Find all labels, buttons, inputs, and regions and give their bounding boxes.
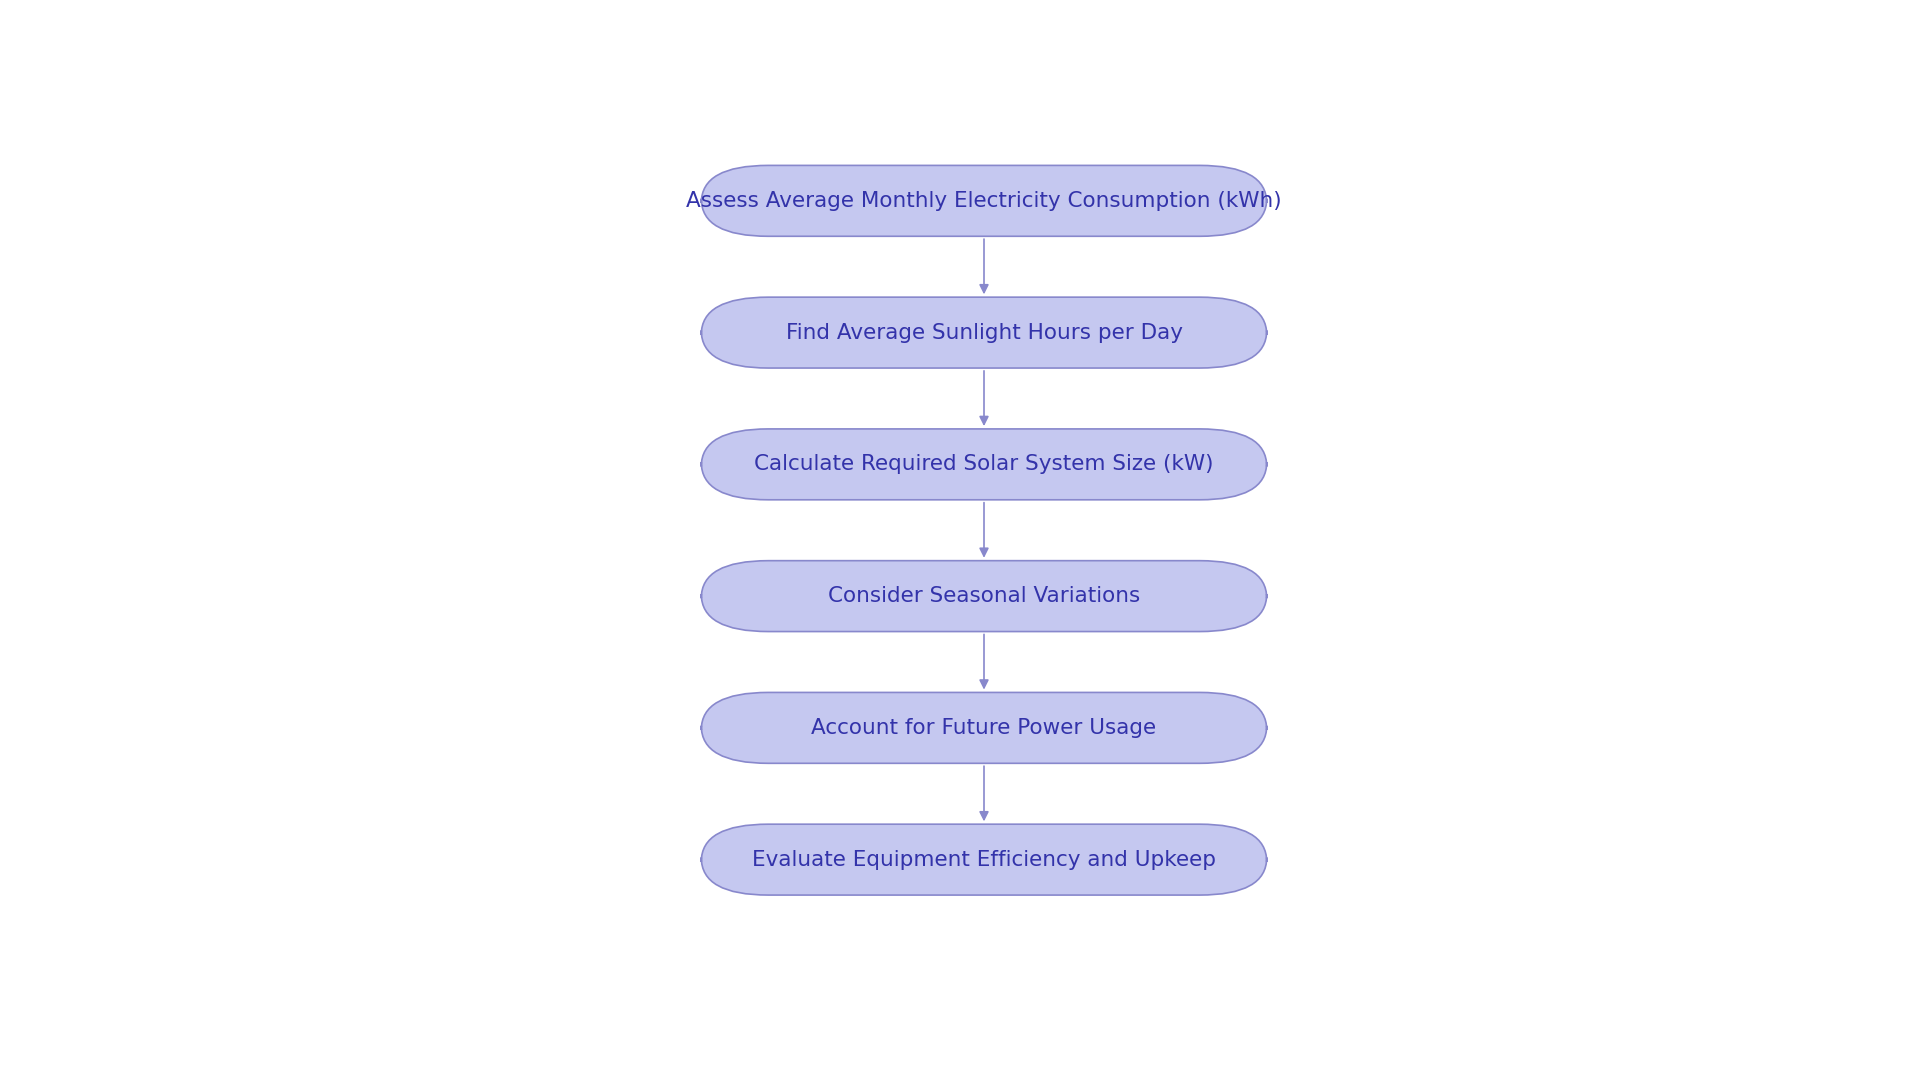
Text: Evaluate Equipment Efficiency and Upkeep: Evaluate Equipment Efficiency and Upkeep [753, 850, 1215, 870]
FancyBboxPatch shape [701, 824, 1267, 895]
Text: Calculate Required Solar System Size (kW): Calculate Required Solar System Size (kW… [755, 455, 1213, 474]
Text: Assess Average Monthly Electricity Consumption (kWh): Assess Average Monthly Electricity Consu… [685, 191, 1283, 211]
Text: Find Average Sunlight Hours per Day: Find Average Sunlight Hours per Day [785, 323, 1183, 342]
FancyBboxPatch shape [701, 297, 1267, 368]
FancyBboxPatch shape [701, 692, 1267, 764]
Text: Consider Seasonal Variations: Consider Seasonal Variations [828, 586, 1140, 606]
Text: Account for Future Power Usage: Account for Future Power Usage [812, 718, 1156, 738]
FancyBboxPatch shape [701, 429, 1267, 499]
FancyBboxPatch shape [701, 561, 1267, 631]
FancyBboxPatch shape [701, 166, 1267, 236]
